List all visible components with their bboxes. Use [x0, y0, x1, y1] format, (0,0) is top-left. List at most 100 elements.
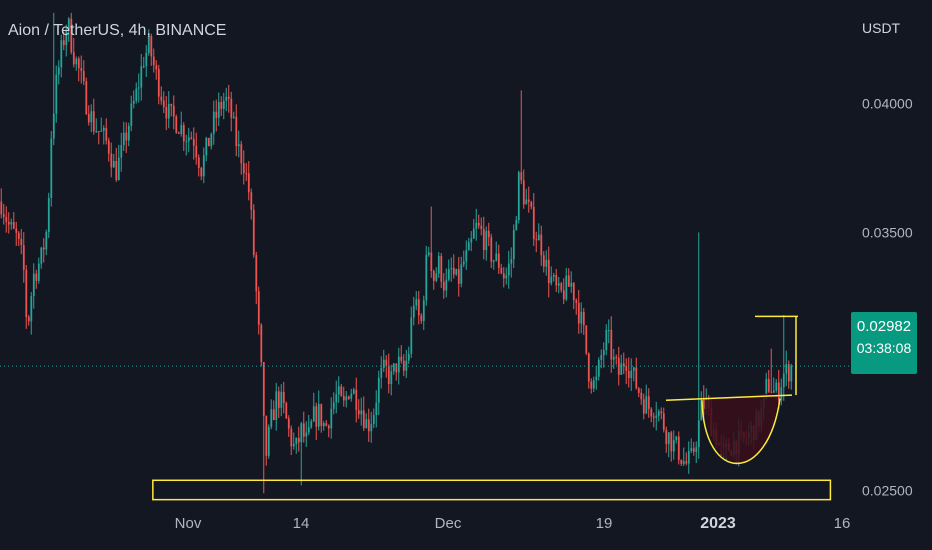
y-tick-label: 0.03500 [862, 224, 913, 240]
price-axis[interactable]: 0.04000 0.03500 0.02500 [862, 95, 913, 498]
candle-body [37, 263, 40, 281]
candle-body [567, 275, 570, 287]
candle-body [280, 391, 283, 408]
candle-body [380, 367, 383, 378]
candle-body [220, 101, 223, 109]
candle-body [60, 40, 63, 68]
candle-body [290, 428, 293, 447]
candle-body [437, 255, 440, 274]
candle-body [230, 98, 233, 118]
candle-body [155, 65, 158, 70]
candle-body [207, 137, 210, 147]
candle-body [500, 267, 503, 274]
candle-body [327, 425, 330, 429]
candle-series [0, 12, 793, 494]
candle-body [7, 221, 10, 225]
candle-body [10, 222, 13, 225]
candle-body [627, 370, 630, 378]
candle-body [95, 131, 98, 133]
candle-body [392, 363, 395, 372]
candle-body [372, 415, 375, 424]
candle-body [597, 359, 600, 377]
time-axis[interactable]: Nov 14 Dec 19 2023 16 [175, 515, 851, 532]
candle-body [15, 228, 18, 233]
candle-body [450, 267, 453, 270]
candle-body [480, 225, 483, 230]
candle-body [445, 279, 448, 291]
candle-body [410, 317, 413, 354]
candle-body [432, 271, 435, 281]
candle-body [375, 402, 378, 416]
candle-body [417, 299, 420, 316]
candle-body [460, 264, 463, 284]
candle-body [635, 367, 638, 389]
candle-body [80, 68, 83, 71]
candle-body [587, 353, 590, 382]
candle-body [297, 437, 300, 443]
candle-body [90, 111, 93, 123]
candle-body [770, 391, 773, 393]
candle-body [495, 253, 498, 261]
candle-body [365, 419, 368, 429]
candle-body [397, 356, 400, 373]
candle-body [55, 74, 58, 114]
x-tick-label: Dec [435, 515, 462, 532]
candle-body [610, 329, 613, 360]
candle-body [335, 394, 338, 403]
candle-body [572, 282, 575, 301]
candle-body [130, 103, 133, 127]
candle-body [525, 199, 528, 205]
candle-body [382, 359, 385, 368]
candle-body [295, 437, 298, 445]
candle-body [582, 311, 585, 326]
symbol-title[interactable]: Aion / TetherUS, 4h, BINANCE [8, 22, 227, 39]
candle-body [545, 259, 548, 267]
candle-body [462, 261, 465, 265]
candle-body [292, 444, 295, 447]
candle-body [400, 356, 403, 361]
candle-body [212, 111, 215, 134]
candle-body [347, 396, 350, 399]
candle-body [442, 281, 445, 291]
candle-body [22, 245, 25, 270]
candle-body [687, 450, 690, 464]
candle-body [100, 130, 103, 132]
candle-body [170, 104, 173, 106]
candle-body [200, 167, 203, 177]
candle-body [472, 228, 475, 239]
y-tick-label: 0.04000 [862, 95, 913, 111]
candle-body [690, 448, 693, 451]
candle-body [192, 138, 195, 146]
candle-body [50, 138, 53, 198]
candle-body [510, 259, 513, 264]
candle-body [185, 141, 188, 143]
candle-body [102, 127, 105, 131]
candle-body [180, 125, 183, 134]
candle-body [505, 275, 508, 279]
candle-body [127, 126, 130, 141]
candle-body [565, 275, 568, 300]
candle-body [680, 459, 683, 464]
candle-body [142, 66, 145, 68]
candle-body [600, 355, 603, 360]
candle-body [775, 382, 778, 391]
candle-body [147, 36, 150, 54]
candle-body [282, 391, 285, 403]
candle-body [87, 113, 90, 123]
candle-body [265, 415, 268, 456]
candle-body [172, 105, 175, 117]
candle-body [585, 325, 588, 354]
candle-body [607, 329, 610, 331]
candle-body [780, 387, 783, 401]
candle-body [27, 317, 30, 322]
candle-body [0, 201, 3, 215]
candle-body [790, 365, 793, 382]
candle-body [110, 153, 113, 168]
x-tick-label: 19 [596, 515, 613, 532]
candle-body [550, 276, 553, 284]
candle-body [325, 423, 328, 426]
candle-body [75, 58, 78, 65]
candle-body [287, 418, 290, 429]
candle-body [602, 350, 605, 356]
